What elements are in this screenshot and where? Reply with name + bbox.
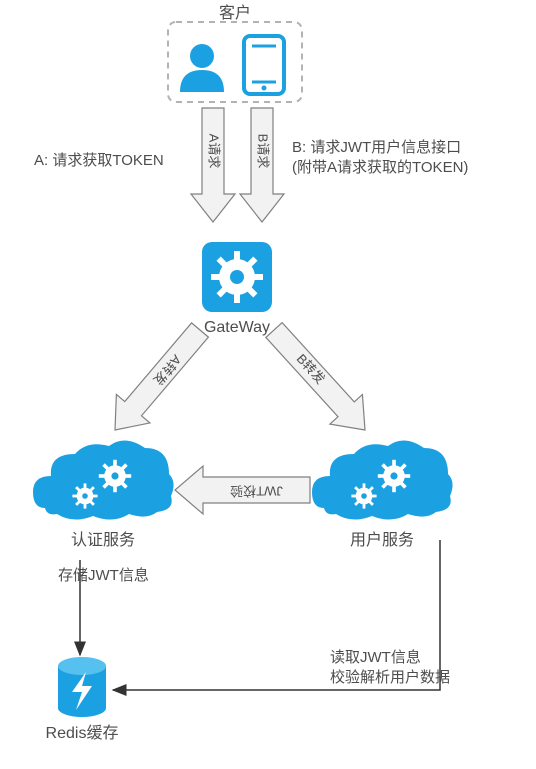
b-request-side-label-1: B: 请求JWT用户信息接口 bbox=[292, 139, 461, 156]
gear-icon bbox=[211, 251, 263, 303]
read-jwt-label-1: 读取JWT信息 bbox=[330, 649, 421, 666]
store-jwt-label: 存储JWT信息 bbox=[58, 567, 149, 584]
gateway-label: GateWay bbox=[204, 319, 270, 336]
customer-label: 客户 bbox=[219, 4, 251, 22]
a_request-arrow-label: A请求 bbox=[207, 134, 222, 169]
read-jwt-label-2: 校验解析用户数据 bbox=[330, 669, 450, 686]
a-request-side-label: A: 请求获取TOKEN bbox=[34, 152, 164, 169]
jwt_check-arrow: JWT校验 bbox=[175, 466, 310, 514]
a_forward-arrow: A转发 bbox=[98, 316, 217, 444]
a_request-arrow: A请求 bbox=[191, 108, 235, 222]
b_request-arrow: B请求 bbox=[240, 108, 284, 222]
b_forward-arrow: B转发 bbox=[258, 315, 382, 445]
b-request-side-label-2: (附带A请求获取的TOKEN) bbox=[292, 159, 468, 176]
user-icon bbox=[180, 44, 224, 92]
phone-icon bbox=[244, 36, 284, 94]
auth-service-cloud bbox=[33, 440, 174, 519]
user-service-label: 用户服务 bbox=[350, 531, 414, 549]
jwt_check-arrow-label: JWT校验 bbox=[230, 484, 283, 499]
redis-label: Redis缓存 bbox=[46, 724, 119, 742]
read-jwt-arrow bbox=[113, 540, 440, 690]
auth-service-label: 认证服务 bbox=[71, 531, 135, 549]
redis-icon bbox=[58, 657, 106, 717]
b_request-arrow-label: B请求 bbox=[256, 134, 271, 169]
diagram-canvas: 客户 A请求 B请求 A转发 B转发 JWT校验 A: 请求获取TOKEN B: 请求J… bbox=[0, 0, 536, 769]
user-service-cloud bbox=[312, 440, 453, 519]
